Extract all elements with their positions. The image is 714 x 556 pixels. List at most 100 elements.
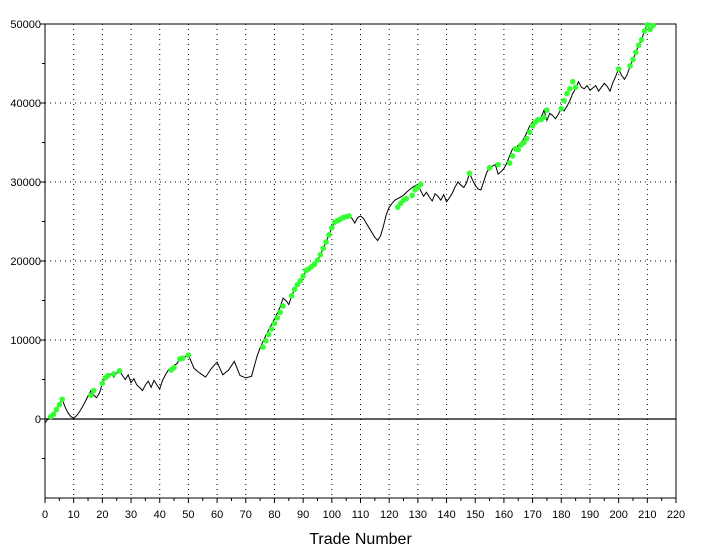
equity-high-marker [179,355,186,361]
equity-high-marker [300,273,306,279]
equity-high-marker [647,26,653,33]
equity-high-marker [627,63,633,69]
x-tick-label: 160 [495,509,513,521]
x-tick-label: 40 [154,509,166,521]
equity-high-marker [291,286,298,293]
equity-high-marker [280,303,286,309]
equity-high-marker [615,66,622,72]
x-tick-label: 130 [409,509,427,521]
x-tick-label: 80 [268,509,280,521]
equity-high-marker [635,42,642,49]
x-tick-label: 220 [667,509,685,521]
equity-high-marker [265,331,272,338]
equity-high-marker [509,153,516,159]
equity-high-marker [59,396,66,403]
equity-high-marker [50,411,57,418]
marker-layer [47,21,656,420]
equity-high-marker [569,78,576,85]
equity-high-marker [185,352,192,358]
y-tick-label: 30000 [10,177,41,189]
equity-high-marker [317,251,324,258]
equity-high-marker [486,164,493,171]
equity-high-marker [394,204,401,211]
equity-high-marker [521,139,527,146]
equity-high-marker [346,213,352,219]
equity-high-marker [544,107,550,113]
equity-high-marker [515,146,522,153]
equity-high-marker [314,257,321,264]
axes: 0 10 20 30 40 50 60 70 80 90 100 110 120 130 140 150 160… [10,19,685,521]
equity-high-marker [268,326,275,332]
series-layer [44,23,654,424]
equity-high-marker [274,315,281,321]
equity-high-marker [564,90,570,97]
x-tick-label: 20 [96,509,108,521]
equity-high-marker [297,277,304,284]
equity-high-marker [56,401,63,408]
x-tick-label: 120 [380,509,398,521]
equity-line [44,23,654,424]
equity-high-marker [263,337,269,344]
y-tick-label: 10000 [10,335,41,347]
equity-high-marker [90,387,97,394]
equity-high-marker [495,161,501,168]
y-tick-label: 40000 [10,98,41,110]
equity-high-marker [572,84,579,90]
equity-high-marker [288,292,295,299]
x-tick-label: 200 [609,509,627,521]
x-tick-label: 140 [437,509,455,521]
equity-high-marker [323,239,329,245]
equity-high-marker [329,225,335,231]
equity-high-marker [630,56,636,63]
x-tick-label: 30 [125,509,137,521]
equity-high-marker [294,281,301,288]
equity-high-marker [506,160,513,166]
equity-high-marker [524,135,530,142]
equity-high-marker [403,195,410,202]
equity-high-marker [529,123,536,129]
equity-high-marker [111,371,117,377]
equity-high-marker [526,129,533,136]
equity-high-marker [417,181,424,188]
x-tick-label: 100 [323,509,341,521]
x-tick-label: 180 [552,509,570,521]
equity-high-marker [541,114,547,121]
equity-high-marker [644,21,651,28]
x-tick-label: 210 [638,509,656,521]
equity-high-marker [99,380,106,387]
equity-high-marker [53,406,60,413]
equity-high-marker [105,372,111,379]
equity-high-marker [558,105,565,112]
x-tick-label: 170 [523,509,541,521]
equity-high-marker [116,368,123,374]
equity-high-marker [567,85,573,92]
equity-high-marker [311,261,318,267]
x-tick-label: 190 [581,509,599,521]
y-tick-label: 20000 [10,256,41,268]
x-tick-label: 70 [240,509,252,521]
x-tick-label: 110 [352,509,370,521]
equity-high-marker [88,392,94,399]
y-tick-label: 50000 [10,19,41,31]
equity-high-marker [561,97,567,104]
equity-high-marker [326,232,332,238]
equity-high-marker [271,320,278,327]
x-tick-label: 0 [42,509,48,521]
x-axis-label: Trade Number [309,531,412,548]
x-tick-label: 60 [211,509,223,521]
x-tick-label: 150 [466,509,484,521]
equity-high-marker [638,37,645,43]
x-tick-label: 10 [68,509,80,521]
equity-high-marker [650,22,656,29]
equity-high-marker [277,309,283,316]
equity-high-marker [320,245,327,252]
equity-high-marker [409,192,415,199]
equity-high-marker [466,170,473,177]
x-tick-label: 50 [182,509,194,521]
equity-high-marker [171,364,177,371]
equity-high-marker [633,49,639,56]
x-tick-label: 90 [297,509,309,521]
y-tick-label: 0 [35,414,41,426]
